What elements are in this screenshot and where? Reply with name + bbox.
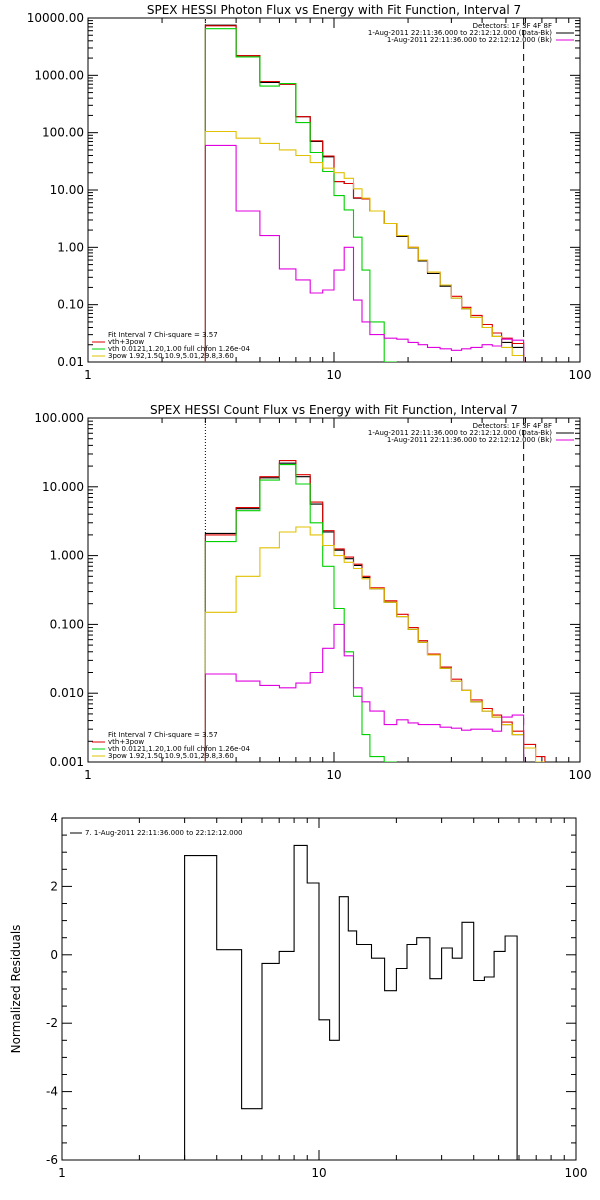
legend-entry: 1-Aug-2011 22:11:36.000 to 22:12:12.000 … <box>368 29 552 37</box>
series-line-3 <box>204 130 525 362</box>
x-tick-label: 10 <box>326 368 341 382</box>
legend-entry: Fit Interval 7 Chi-square = 3.57 <box>108 331 218 339</box>
y-tick-label: 1.000 <box>50 549 84 563</box>
y-tick-label: 1.00 <box>57 240 84 254</box>
series-line-3 <box>204 526 545 762</box>
series-line-0 <box>204 24 525 362</box>
legend-entry: 7. 1-Aug-2011 22:11:36.000 to 22:12:12.0… <box>85 829 243 837</box>
residuals-panel: 1 10 100 -6 -4 -2 0 2 4 Normalized Residuals 7. 1-… <box>9 811 587 1180</box>
series-line-1 <box>204 460 546 762</box>
series-line-2 <box>204 28 397 362</box>
legend-entry: Fit Interval 7 Chi-square = 3.57 <box>108 731 218 739</box>
y-tick-label: 10.00 <box>50 183 84 197</box>
y-tick-label: 0.001 <box>50 755 84 769</box>
legend-entry: Detectors: 1F 3F 4F 8F <box>473 22 552 30</box>
count-flux-panel: SPEX HESSI Count Flux vs Energy with Fit… <box>34 403 591 782</box>
x-tick-label: 100 <box>569 768 592 782</box>
axis-ticks <box>87 417 581 763</box>
x-tick-label: 10 <box>311 1166 326 1180</box>
y-tick-label: -2 <box>46 1016 58 1030</box>
photon-flux-panel: SPEX HESSI Photon Flux vs Energy with Fi… <box>27 3 592 382</box>
x-tick-label: 10 <box>326 768 341 782</box>
legend-entry: 1-Aug-2011 22:11:36.000 to 22:12:12.000 … <box>368 429 552 437</box>
legend-entry: 1-Aug-2011 22:11:36.000 to 22:12:12.000 … <box>387 436 552 444</box>
data-series-group <box>184 844 518 1160</box>
legend-entry: vth+3pow <box>108 338 144 346</box>
axis-ticks <box>61 817 577 1161</box>
y-tick-label: -4 <box>46 1085 58 1099</box>
data-series-group <box>204 460 546 762</box>
chart-title: SPEX HESSI Photon Flux vs Energy with Fi… <box>147 3 521 17</box>
chart-title: SPEX HESSI Count Flux vs Energy with Fit… <box>150 403 518 417</box>
y-tick-label: 0.010 <box>50 686 84 700</box>
y-tick-label: 0.100 <box>50 617 84 631</box>
x-tick-label: 100 <box>569 368 592 382</box>
legend-entry: 3pow 1.92,1.50,10.9,5.01,29.8,3.60 <box>108 352 234 360</box>
y-tick-label: 1000.00 <box>34 68 84 82</box>
series-line-4 <box>204 144 525 362</box>
y-tick-label: 100.000 <box>34 411 84 425</box>
y-tick-label: 4 <box>50 811 58 825</box>
legend-entry: vth 0.0121,1.20,1.00 full chfon 1.26e-04 <box>108 745 250 753</box>
x-tick-label: 100 <box>565 1166 588 1180</box>
x-tick-label: 1 <box>84 768 92 782</box>
series-line-0 <box>184 844 518 1160</box>
y-tick-label: 2 <box>50 879 58 893</box>
y-tick-label: 0.01 <box>57 355 84 369</box>
series-line-1 <box>204 25 525 362</box>
y-tick-label: 100.00 <box>42 126 84 140</box>
y-tick-label: 0.10 <box>57 298 84 312</box>
legend-entry: 3pow 1.92,1.50,10.9,5.01,29.8,3.60 <box>108 752 234 760</box>
x-tick-label: 1 <box>58 1166 66 1180</box>
y-tick-label: 0 <box>50 948 58 962</box>
series-line-2 <box>204 464 397 762</box>
y-tick-label: -6 <box>46 1153 58 1167</box>
legend-entry: vth 0.0121,1.20,1.00 full chfon 1.26e-04 <box>108 345 250 353</box>
legend-entry: Detectors: 1F 3F 4F 8F <box>473 422 552 430</box>
legend-entry: 1-Aug-2011 22:11:36.000 to 22:12:12.000 … <box>387 36 552 44</box>
axis-ticks <box>87 17 581 363</box>
y-axis-label: Normalized Residuals <box>9 925 23 1054</box>
y-tick-label: 10.000 <box>42 480 84 494</box>
y-tick-label: 10000.00 <box>27 11 84 25</box>
legend-entry: vth+3pow <box>108 738 144 746</box>
x-tick-label: 1 <box>84 368 92 382</box>
data-series-group <box>204 24 525 362</box>
series-line-4 <box>204 623 525 762</box>
